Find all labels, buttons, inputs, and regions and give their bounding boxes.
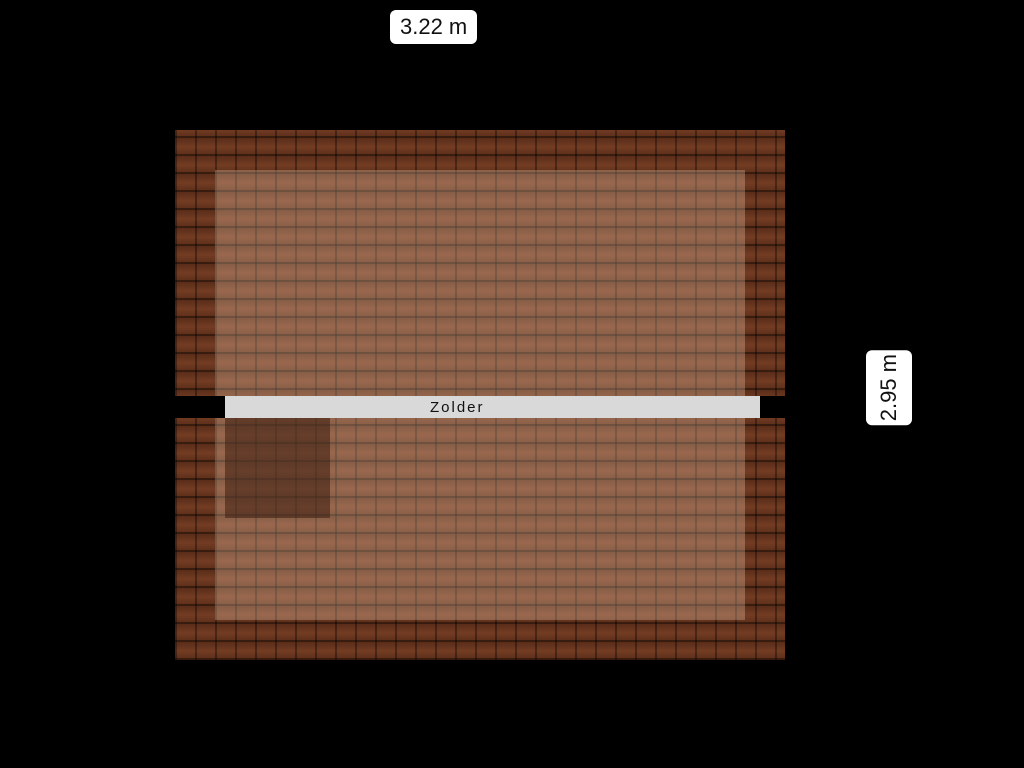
dimension-top: 3.22 m [390,10,477,44]
room-label: Zolder [430,399,485,416]
roof-opening [225,418,330,518]
ridge-band [225,396,760,418]
roof-plan [175,130,785,660]
ridge-gap-left [175,396,225,418]
roof-inner-area [215,170,745,620]
dimension-right: 2.95 m [866,350,912,425]
ridge-gap-right [760,396,785,418]
